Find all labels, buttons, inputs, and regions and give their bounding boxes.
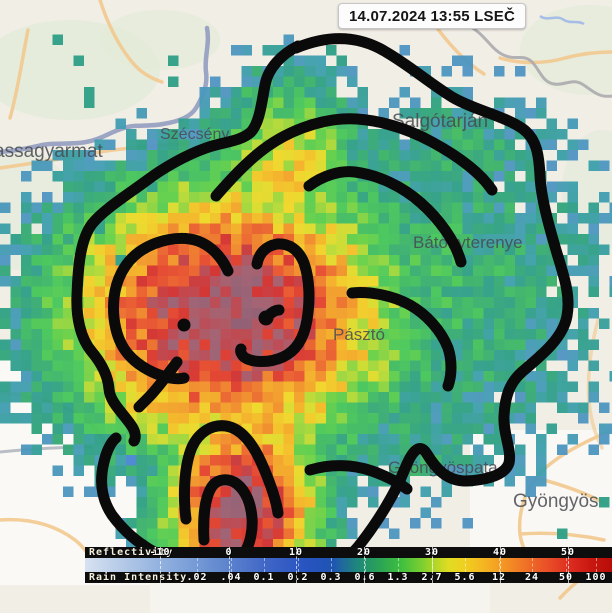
rain-tick-0.2: 0.2	[287, 572, 309, 583]
rain-tick-0.1: 0.1	[253, 572, 275, 583]
legend-tickline	[331, 558, 332, 572]
annotation-stroke-6	[108, 233, 234, 385]
rain-tick-5.6: 5.6	[454, 572, 476, 583]
reflectivity-tick-20: 20	[356, 547, 372, 558]
legend-tickline	[264, 558, 265, 572]
reflectivity-label: Reflectivity	[89, 547, 174, 558]
legend-tickline	[568, 547, 569, 583]
legend-color-bar	[85, 558, 612, 572]
annotation-stroke-10	[198, 474, 258, 556]
annotation-stroke-5	[346, 287, 457, 392]
reflectivity-scale-row: Reflectivity -10 0 10 20 30 40 50	[85, 547, 612, 558]
timestamp-badge: 14.07.2024 13:55 LSEČ	[338, 3, 526, 29]
reflectivity-tick--10: -10	[149, 547, 171, 558]
rain-tick-.04: .04	[220, 572, 242, 583]
legend-tickline	[160, 547, 161, 583]
annotation-dot-2	[258, 310, 274, 326]
legend-tickline	[296, 547, 297, 583]
annotation-dot-1	[177, 318, 191, 332]
legend-tickline	[566, 558, 567, 572]
annotation-stroke-3	[210, 113, 498, 202]
legend-tickline	[465, 558, 466, 572]
rain-tick-100: 100	[585, 572, 607, 583]
map-stream	[539, 14, 585, 26]
rain-tick-24: 24	[524, 572, 540, 583]
radar-legend: Reflectivity -10 0 10 20 30 40 50 Rain Intensi…	[85, 547, 612, 583]
annotation-stroke-8	[133, 356, 183, 413]
legend-tickline	[500, 547, 501, 583]
legend-tickline	[432, 558, 433, 572]
legend-tickline	[596, 558, 597, 572]
legend-tickline	[229, 547, 230, 583]
reflectivity-tick-10: 10	[288, 547, 304, 558]
legend-tickline	[231, 558, 232, 572]
annotation-stroke-11	[304, 460, 413, 495]
rain-intensity-scale-row: Rain Intensity .02 .04 0.1 0.2 0.3 0.6 1.3 2.7 5…	[85, 572, 612, 583]
rain-tick-1.3: 1.3	[387, 572, 409, 583]
legend-tickline	[365, 558, 366, 572]
legend-tickline	[364, 547, 365, 583]
rain-tick-0.3: 0.3	[320, 572, 342, 583]
annotation-stroke-7	[235, 238, 315, 367]
legend-tickline	[197, 558, 198, 572]
legend-tickline	[398, 558, 399, 572]
reflectivity-tick-40: 40	[492, 547, 508, 558]
annotation-stroke-4	[303, 166, 467, 268]
rain-intensity-label: Rain Intensity	[89, 572, 188, 583]
rain-tick-50: 50	[558, 572, 574, 583]
reflectivity-tick-0: 0	[225, 547, 233, 558]
annotation-stroke-2	[71, 40, 304, 447]
legend-tickline	[298, 558, 299, 572]
rain-tick-.02: .02	[186, 572, 208, 583]
legend-tickline	[532, 558, 533, 572]
reflectivity-tick-50: 50	[560, 547, 576, 558]
rain-tick-0.6: 0.6	[354, 572, 376, 583]
annotation-stroke-9	[178, 420, 284, 525]
reflectivity-tick-30: 30	[424, 547, 440, 558]
rain-tick-12: 12	[491, 572, 507, 583]
legend-tickline	[499, 558, 500, 572]
timestamp-text: 14.07.2024 13:55 LSEČ	[349, 7, 515, 25]
rain-tick-2.7: 2.7	[421, 572, 443, 583]
